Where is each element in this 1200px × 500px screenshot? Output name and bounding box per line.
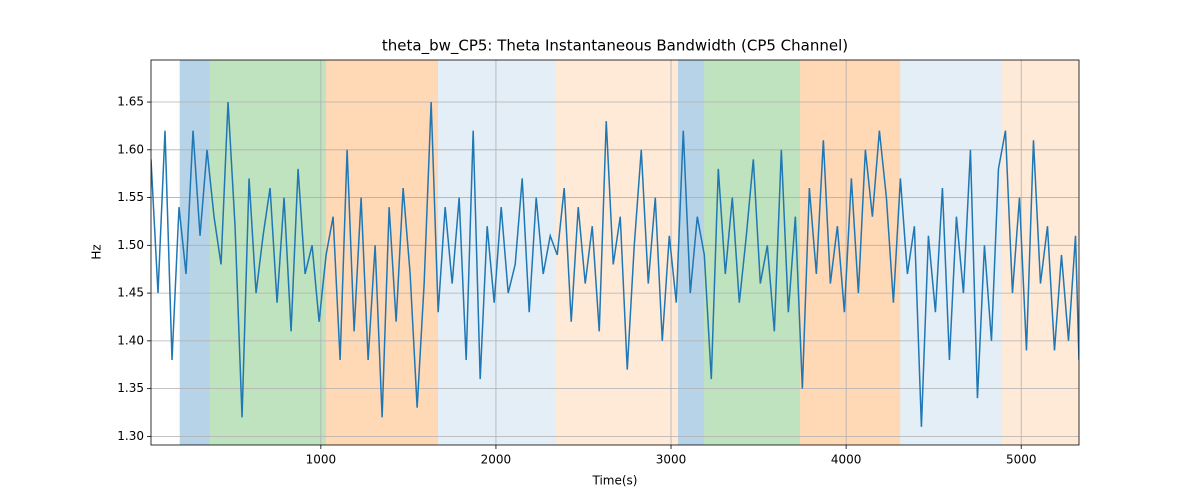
x-tick-label: 5000 [1006,453,1037,467]
shaded-region [704,60,801,445]
shaded-region [179,60,210,445]
chart-title: theta_bw_CP5: Theta Instantaneous Bandwi… [382,37,848,56]
shaded-region [325,60,438,445]
x-tick-label: 3000 [656,453,687,467]
y-tick-label: 1.55 [117,190,144,204]
y-tick-label: 1.60 [117,142,144,156]
x-tick-label: 1000 [306,453,337,467]
y-tick-label: 1.50 [117,238,144,252]
x-tick-label: 4000 [831,453,862,467]
y-tick-label: 1.45 [117,286,144,300]
y-tick-label: 1.65 [117,95,144,109]
data-line [151,101,1079,427]
shaded-region [555,60,679,445]
y-tick-label: 1.30 [117,429,144,443]
y-axis-label: Hz [90,244,104,259]
shaded-region [1002,60,1079,445]
shaded-region [678,60,705,445]
shaded-region [437,60,556,445]
y-tick-label: 1.40 [117,333,144,347]
x-axis-label: Time(s) [592,474,638,488]
x-tick-label: 2000 [481,453,512,467]
y-tick-label: 1.35 [117,381,144,395]
plot-frame [150,59,1080,446]
